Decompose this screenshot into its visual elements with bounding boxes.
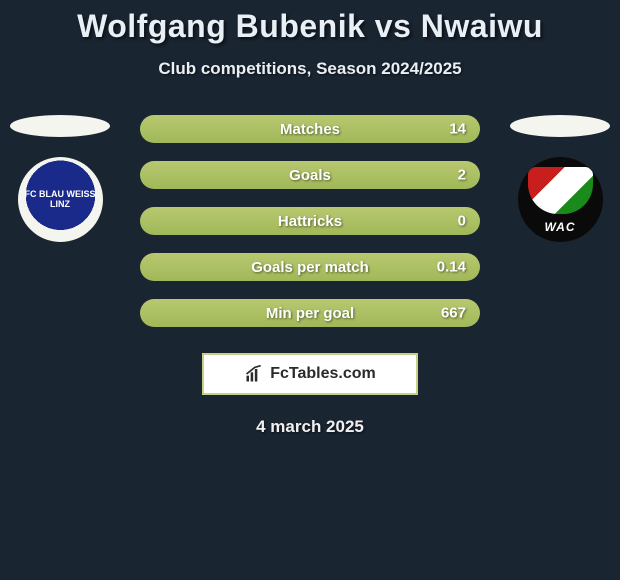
stat-label: Hattricks: [278, 213, 342, 230]
club-badge-left-label: FC BLAU WEISS LINZ: [18, 190, 103, 210]
stat-row: Hattricks 0: [140, 207, 480, 235]
stats-area: FC BLAU WEISS LINZ Matches 14 Goals 2 Ha…: [0, 115, 620, 327]
stat-label: Min per goal: [266, 305, 354, 322]
stat-value: 2: [458, 167, 466, 184]
page-title: Wolfgang Bubenik vs Nwaiwu: [0, 8, 620, 45]
branding-box[interactable]: FcTables.com: [202, 353, 418, 395]
stat-row: Goals 2: [140, 161, 480, 189]
date-line: 4 march 2025: [0, 417, 620, 437]
stat-value: 0: [458, 213, 466, 230]
stat-rows: Matches 14 Goals 2 Hattricks 0 Goals per…: [140, 115, 480, 327]
player-left-column: FC BLAU WEISS LINZ: [10, 115, 110, 242]
comparison-card: Wolfgang Bubenik vs Nwaiwu Club competit…: [0, 0, 620, 437]
club-badge-right: [518, 157, 603, 242]
branding-label: FcTables.com: [270, 365, 376, 383]
stat-label: Goals: [289, 167, 331, 184]
stat-label: Matches: [280, 121, 340, 138]
stat-value: 667: [441, 305, 466, 322]
stat-row: Goals per match 0.14: [140, 253, 480, 281]
stat-row: Matches 14: [140, 115, 480, 143]
stat-value: 0.14: [437, 259, 466, 276]
stat-label: Goals per match: [251, 259, 369, 276]
chart-icon: [244, 364, 264, 384]
stat-value: 14: [449, 121, 466, 138]
stat-row: Min per goal 667: [140, 299, 480, 327]
subtitle: Club competitions, Season 2024/2025: [0, 59, 620, 79]
player-left-marker: [10, 115, 110, 137]
player-right-column: [510, 115, 610, 242]
player-right-marker: [510, 115, 610, 137]
club-badge-left: FC BLAU WEISS LINZ: [18, 157, 103, 242]
